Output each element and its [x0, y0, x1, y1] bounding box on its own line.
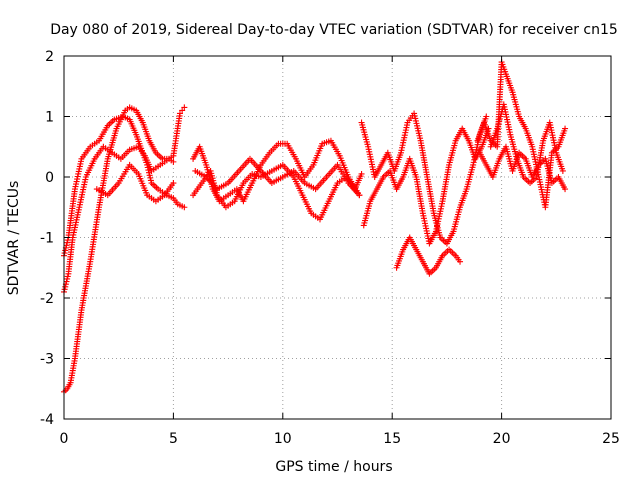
data-point: [64, 237, 71, 244]
y-tick-label: -1: [40, 231, 54, 247]
data-point: [358, 170, 365, 177]
x-tick-label: 25: [602, 431, 620, 447]
data-point: [63, 278, 70, 285]
data-point: [562, 125, 569, 132]
series-trace-b: [61, 143, 177, 295]
y-tick-label: -3: [40, 352, 54, 368]
data-point: [144, 164, 151, 171]
series-trace-j: [393, 234, 464, 277]
data-point: [170, 158, 177, 165]
data-point: [181, 104, 188, 111]
y-tick-label: -2: [40, 291, 54, 307]
data-point: [62, 247, 69, 254]
x-tick-label: 10: [274, 431, 292, 447]
grid-lines: [64, 56, 611, 419]
data-point: [181, 204, 188, 211]
data-point: [146, 169, 153, 176]
data-point: [176, 110, 183, 117]
y-tick-label: 2: [45, 49, 54, 65]
data-point: [144, 161, 151, 168]
x-tick-label: 0: [60, 431, 69, 447]
data-point: [147, 174, 154, 181]
series-trace-m: [487, 101, 566, 187]
x-axis-label: GPS time / hours: [275, 459, 392, 475]
data-point: [483, 113, 490, 120]
data-point: [562, 186, 569, 193]
series-trace-i: [360, 125, 492, 247]
x-tick-labels: 0 5 10 15 20 25: [60, 431, 620, 447]
x-tick-label: 20: [493, 431, 511, 447]
series-trace-a: [61, 104, 188, 395]
data-point: [62, 283, 69, 290]
data-point: [170, 180, 177, 187]
series-trace-c: [61, 113, 188, 259]
data-point: [61, 286, 68, 293]
y-tick-label: 0: [45, 170, 54, 186]
chart-title: Day 080 of 2019, Sidereal Day-to-day VTE…: [50, 22, 618, 38]
data-point: [559, 167, 566, 174]
series-trace-d: [93, 161, 177, 205]
data-point: [356, 192, 363, 199]
data-point: [64, 273, 71, 280]
x-tick-label: 15: [383, 431, 401, 447]
data-points: [61, 59, 569, 395]
data-point: [61, 250, 68, 257]
y-axis-label: SDTVAR / TECUs: [6, 181, 22, 296]
data-point: [457, 258, 464, 265]
data-point: [147, 177, 154, 184]
data-point: [145, 167, 152, 174]
y-tick-label: 1: [45, 110, 54, 126]
data-point: [64, 275, 71, 282]
data-point: [64, 239, 71, 246]
data-point: [179, 107, 186, 114]
x-tick-label: 5: [169, 431, 178, 447]
y-tick-label: -4: [40, 412, 54, 428]
series-trace-f: [190, 161, 365, 223]
axis-ticks: [63, 55, 612, 420]
series-trace-g: [192, 155, 363, 199]
y-tick-labels: -4 -3 -2 -1 0 1 2: [40, 49, 54, 428]
data-point: [146, 172, 153, 179]
data-point: [63, 242, 70, 249]
